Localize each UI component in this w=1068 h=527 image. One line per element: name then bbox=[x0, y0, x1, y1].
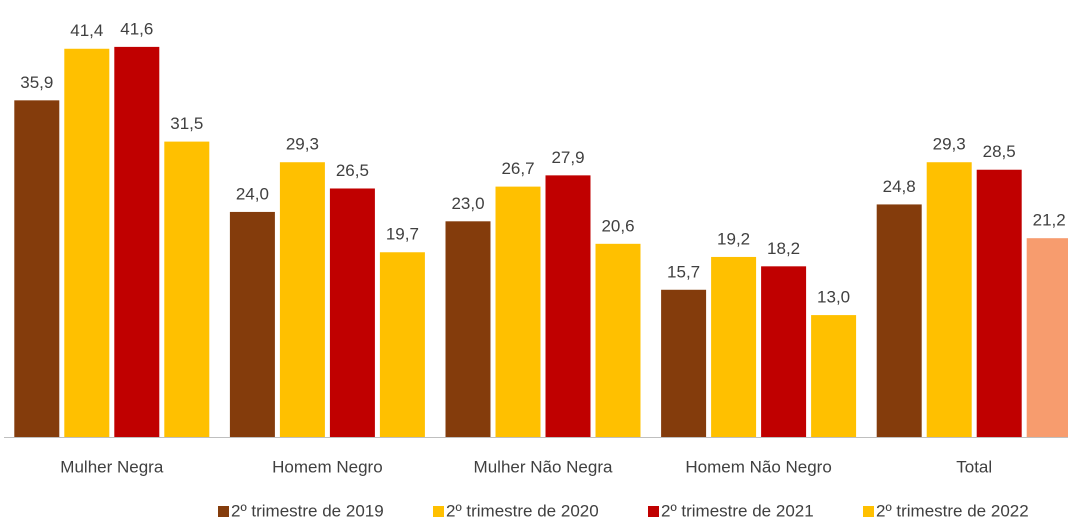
x-tick-label: Homem Não Negro bbox=[685, 457, 831, 476]
data-label: 29,3 bbox=[286, 135, 319, 154]
bar bbox=[1026, 238, 1068, 437]
bar bbox=[711, 256, 757, 437]
x-tick-label: Total bbox=[956, 457, 992, 476]
legend-label: 2º trimestre de 2022 bbox=[876, 501, 1029, 520]
legend-label: 2º trimestre de 2021 bbox=[661, 501, 814, 520]
bar bbox=[229, 211, 275, 437]
bar bbox=[595, 243, 641, 437]
bar bbox=[661, 289, 707, 437]
bar bbox=[14, 100, 60, 438]
bar bbox=[495, 186, 541, 437]
bar bbox=[164, 141, 210, 437]
legend-label: 2º trimestre de 2020 bbox=[446, 501, 599, 520]
bar bbox=[876, 204, 922, 437]
data-label: 41,4 bbox=[70, 21, 103, 40]
data-label: 24,0 bbox=[236, 184, 269, 203]
data-label: 18,2 bbox=[767, 239, 800, 258]
data-label: 19,2 bbox=[717, 229, 750, 248]
bar bbox=[545, 175, 591, 438]
data-label: 26,5 bbox=[336, 161, 369, 180]
data-label: 24,8 bbox=[883, 177, 916, 196]
bar bbox=[379, 252, 425, 437]
bar bbox=[114, 46, 160, 437]
bar bbox=[976, 169, 1022, 437]
data-label: 13,0 bbox=[817, 288, 850, 307]
data-label: 19,7 bbox=[386, 225, 419, 244]
bar bbox=[279, 162, 325, 437]
data-label: 27,9 bbox=[551, 148, 584, 167]
data-label: 20,6 bbox=[601, 216, 634, 235]
legend-swatch bbox=[863, 506, 874, 517]
data-label: 15,7 bbox=[667, 262, 700, 281]
legend-swatch bbox=[433, 506, 444, 517]
legend-swatch bbox=[648, 506, 659, 517]
bar bbox=[329, 188, 375, 437]
data-label: 35,9 bbox=[20, 73, 53, 92]
x-tick-label: Mulher Negra bbox=[60, 457, 164, 476]
data-label: 28,5 bbox=[983, 142, 1016, 161]
bar bbox=[445, 221, 491, 437]
bar bbox=[811, 315, 857, 437]
data-label: 21,2 bbox=[1033, 211, 1066, 230]
x-tick-label: Homem Negro bbox=[272, 457, 383, 476]
legend-swatch bbox=[218, 506, 229, 517]
x-tick-label: Mulher Não Negra bbox=[474, 457, 613, 476]
data-label: 26,7 bbox=[501, 159, 534, 178]
data-label: 29,3 bbox=[933, 135, 966, 154]
bar bbox=[926, 162, 972, 437]
data-label: 41,6 bbox=[120, 19, 153, 38]
legend-label: 2º trimestre de 2019 bbox=[231, 501, 384, 520]
bar bbox=[761, 266, 807, 437]
bar bbox=[64, 48, 110, 437]
data-label: 23,0 bbox=[451, 194, 484, 213]
data-label: 31,5 bbox=[170, 114, 203, 133]
